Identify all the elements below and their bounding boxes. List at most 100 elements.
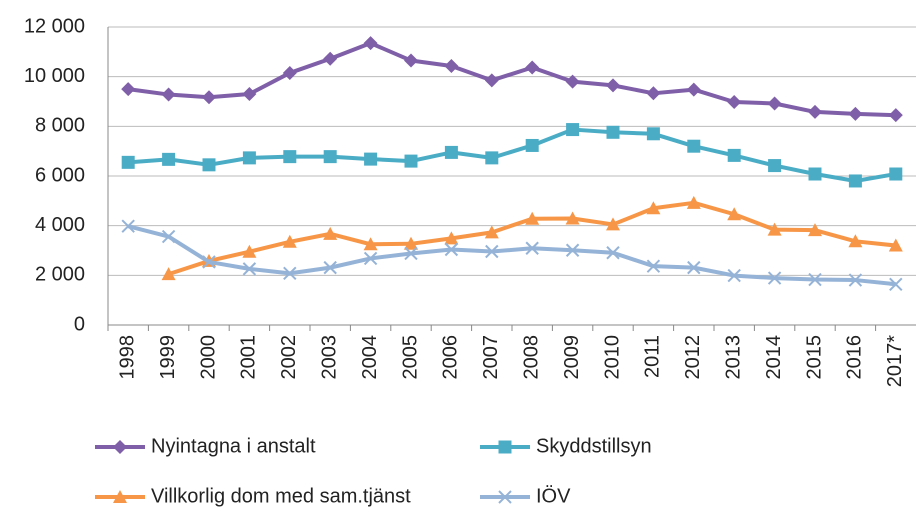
marker	[888, 238, 903, 252]
marker	[242, 87, 257, 102]
marker	[444, 231, 459, 245]
legend-label: Villkorlig dom med sam.tjänst	[151, 485, 411, 507]
x-tick-label: 2007	[480, 335, 502, 380]
x-tick-label: 2010	[601, 335, 623, 380]
legend-item: Villkorlig dom med sam.tjänst	[95, 485, 411, 507]
marker	[202, 90, 216, 105]
series-line	[127, 224, 897, 287]
marker	[848, 234, 863, 248]
marker	[121, 155, 135, 169]
y-tick-label: 10 000	[24, 65, 85, 87]
marker	[323, 260, 337, 275]
marker	[646, 259, 661, 273]
x-tick-label: 2005	[399, 335, 421, 380]
marker	[444, 58, 459, 73]
marker	[323, 150, 337, 164]
x-tick-label: 2006	[440, 335, 462, 380]
y-tick-label: 12 000	[24, 15, 85, 37]
marker	[606, 78, 620, 93]
y-tick-label: 0	[74, 313, 85, 335]
marker	[566, 123, 580, 137]
marker	[485, 151, 499, 165]
legend-label: Skyddstillsyn	[536, 435, 652, 457]
marker	[848, 174, 862, 188]
marker	[161, 87, 176, 102]
marker	[484, 73, 499, 88]
marker	[687, 139, 701, 153]
x-tick-label: 2014	[763, 335, 785, 380]
marker	[565, 243, 580, 257]
marker	[404, 236, 418, 250]
marker	[162, 152, 176, 166]
marker	[888, 108, 903, 123]
marker	[767, 271, 782, 285]
marker	[606, 217, 620, 231]
legend-label: IÖV	[536, 485, 571, 507]
marker	[565, 74, 580, 89]
marker	[767, 96, 782, 111]
marker	[484, 225, 499, 239]
marker	[525, 138, 539, 152]
marker	[404, 246, 418, 261]
x-tick-label: 2011	[642, 335, 664, 378]
marker	[113, 440, 127, 454]
marker	[646, 86, 661, 101]
marker	[364, 152, 378, 166]
marker	[283, 150, 297, 164]
marker	[498, 440, 512, 454]
x-tick-label: 1998	[116, 335, 138, 380]
marker	[768, 159, 782, 173]
marker	[646, 201, 661, 215]
marker	[848, 273, 863, 287]
marker	[498, 490, 512, 504]
y-tick-label: 4 000	[35, 214, 85, 236]
marker	[808, 223, 822, 237]
marker	[323, 51, 338, 66]
x-tick-label: 2002	[278, 335, 300, 380]
legend-item: IÖV	[480, 485, 571, 507]
legend-item: Nyintagna i anstalt	[95, 435, 316, 457]
marker	[808, 104, 822, 119]
marker	[848, 106, 863, 121]
x-tick-label: 2009	[561, 335, 583, 380]
marker	[525, 211, 540, 225]
marker	[282, 65, 297, 80]
x-tick-label: 2000	[197, 335, 219, 380]
x-tick-label: 2001	[238, 335, 260, 380]
marker	[606, 246, 620, 260]
y-tick-label: 6 000	[35, 164, 85, 186]
x-tick-label: 2008	[520, 335, 542, 380]
marker	[161, 267, 176, 281]
marker	[889, 277, 903, 291]
marker	[444, 242, 459, 257]
marker	[202, 158, 216, 172]
marker	[113, 490, 127, 503]
marker	[363, 251, 378, 266]
x-tick-label: 2012	[682, 335, 704, 380]
x-tick-label: 2003	[318, 335, 340, 380]
marker	[242, 262, 257, 276]
marker	[889, 167, 903, 181]
marker	[686, 195, 701, 209]
marker	[121, 219, 135, 233]
marker	[242, 151, 256, 165]
marker	[808, 272, 822, 287]
marker	[767, 222, 782, 236]
marker	[283, 266, 297, 281]
marker	[363, 237, 378, 251]
marker	[565, 211, 580, 225]
x-tick-label: 2015	[803, 335, 825, 380]
marker	[727, 268, 741, 283]
marker	[687, 260, 701, 275]
marker	[727, 207, 742, 221]
series-line	[128, 127, 897, 183]
marker	[161, 229, 176, 244]
marker	[485, 244, 499, 259]
marker	[727, 94, 742, 109]
marker	[727, 148, 741, 162]
marker	[121, 82, 136, 97]
marker	[363, 36, 378, 51]
legend-label: Nyintagna i anstalt	[151, 435, 316, 457]
x-tick-label: 2013	[722, 335, 744, 380]
y-tick-label: 2 000	[35, 264, 85, 286]
